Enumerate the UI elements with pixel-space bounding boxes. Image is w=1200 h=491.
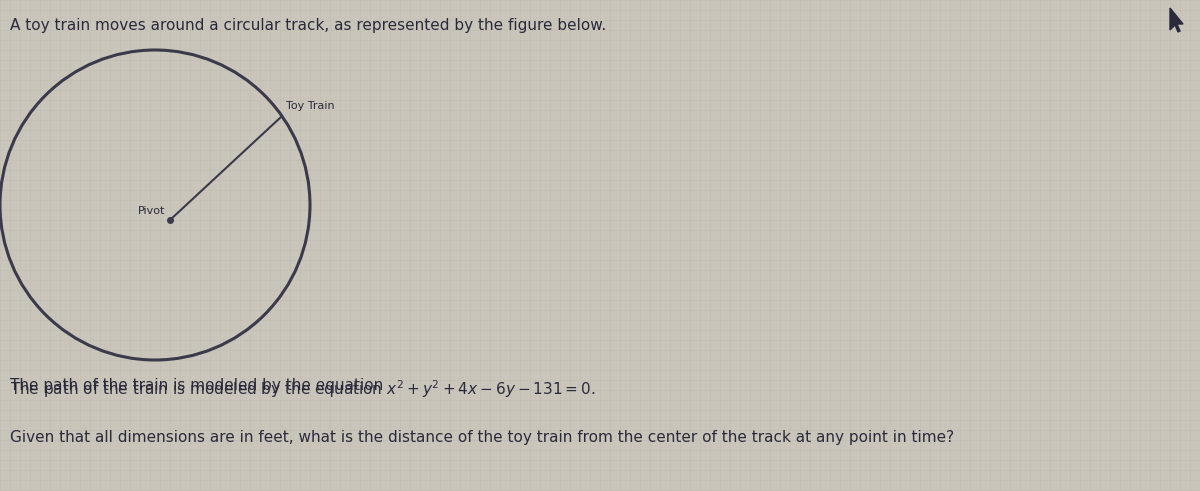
Text: Given that all dimensions are in feet, what is the distance of the toy train fro: Given that all dimensions are in feet, w… xyxy=(10,430,954,445)
Text: Toy Train: Toy Train xyxy=(286,101,335,111)
Text: The path of the train is modeled by the equation: The path of the train is modeled by the … xyxy=(10,378,388,393)
Polygon shape xyxy=(1170,8,1183,32)
Text: Pivot: Pivot xyxy=(138,206,166,216)
Text: A toy train moves around a circular track, as represented by the figure below.: A toy train moves around a circular trac… xyxy=(10,18,606,33)
Text: The path of the train is modeled by the equation $x^2 + y^2 + 4x - 6y - 131 = 0$: The path of the train is modeled by the … xyxy=(10,378,595,400)
